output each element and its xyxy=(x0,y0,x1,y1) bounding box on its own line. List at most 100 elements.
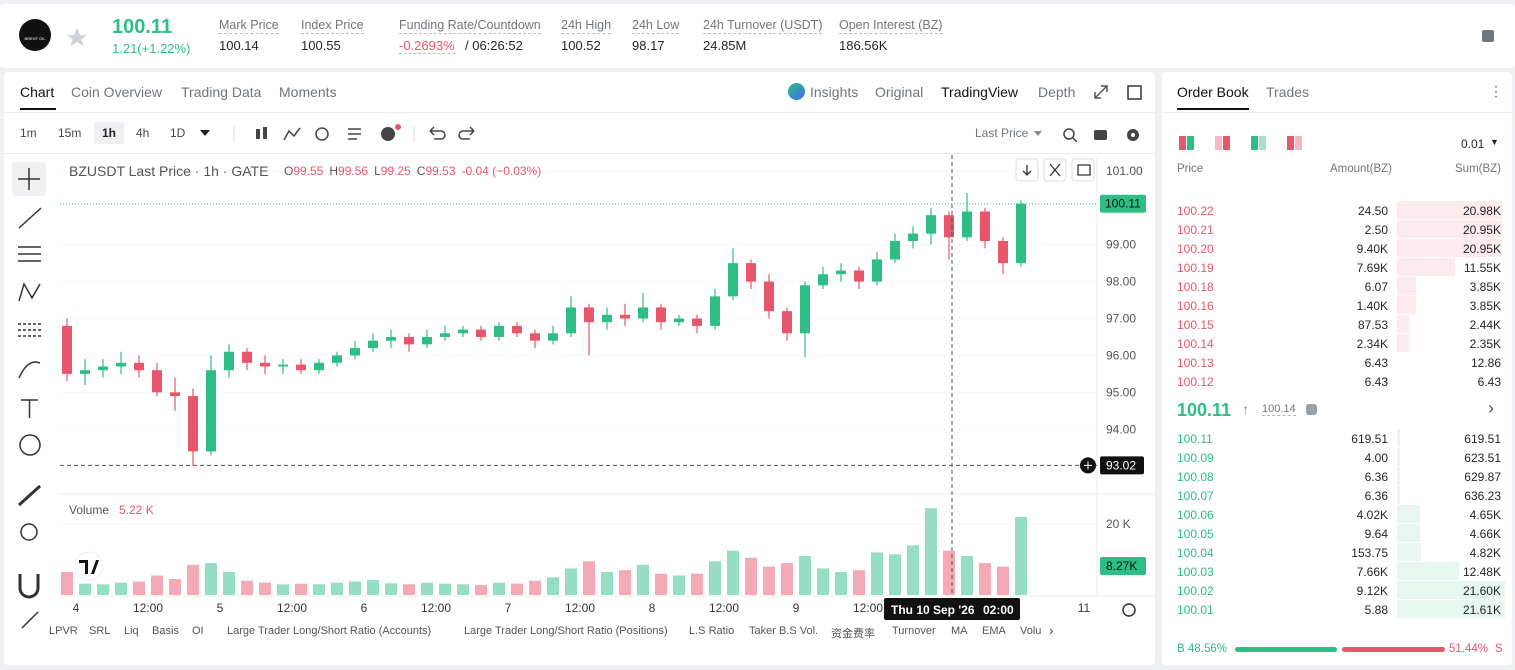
tab[interactable]: Coin Overview xyxy=(71,84,163,100)
ob-sum: 6.43 xyxy=(1477,375,1501,389)
volume-bar xyxy=(601,571,613,595)
ohlc-value: 99.55 xyxy=(293,164,323,178)
x-tick-label: 6 xyxy=(361,601,368,615)
ob-tab[interactable]: Trades xyxy=(1266,84,1310,100)
divider xyxy=(4,153,1155,154)
ob-price: 100.20 xyxy=(1177,242,1214,256)
ob-tab[interactable]: Order Book xyxy=(1177,84,1249,100)
candle-body xyxy=(926,215,936,234)
ob-tab-underline xyxy=(1177,108,1249,110)
ob-amount: 619.51 xyxy=(1351,432,1388,446)
interval[interactable]: 15m xyxy=(58,126,82,140)
ob-view-icon[interactable] xyxy=(1215,136,1222,150)
ob-more[interactable]: › xyxy=(1488,398,1494,418)
drawing-tools[interactable] xyxy=(10,158,52,638)
indicator[interactable]: 资金费率 xyxy=(831,628,875,640)
x-tick-label: 9 xyxy=(793,601,800,615)
volume-bar xyxy=(385,583,397,595)
ob-view-icon[interactable] xyxy=(1179,136,1186,150)
ob-view-icon[interactable] xyxy=(1251,136,1258,150)
indicator[interactable]: Taker B.S Vol. xyxy=(749,625,819,637)
chart-tools[interactable] xyxy=(230,122,490,146)
ob-amount: 6.36 xyxy=(1364,489,1388,503)
indicator[interactable]: Liq xyxy=(124,625,139,637)
view-tab[interactable]: Depth xyxy=(1038,84,1076,100)
candle-body xyxy=(422,336,432,345)
candle-body xyxy=(368,340,378,349)
favorite-star[interactable] xyxy=(66,27,88,47)
ob-sum: 3.85K xyxy=(1469,299,1501,313)
indicator[interactable]: OI xyxy=(192,625,204,637)
price-type[interactable]: Last Price xyxy=(975,126,1029,140)
x-tick-label: 12:00 xyxy=(565,601,595,615)
ob-view-icon[interactable] xyxy=(1287,136,1294,150)
interval[interactable]: 1h xyxy=(94,122,125,144)
indicator[interactable]: LPVR xyxy=(49,625,78,637)
volume-bar xyxy=(349,581,361,595)
view-tab[interactable]: Original xyxy=(875,84,924,100)
ob-view-icon[interactable] xyxy=(1187,136,1194,150)
volume-bar xyxy=(961,556,973,595)
indicator[interactable]: Volu xyxy=(1020,625,1042,637)
depth-bar xyxy=(1397,334,1409,352)
ob-precision[interactable]: 0.01 xyxy=(1461,137,1485,151)
candle-body xyxy=(836,270,846,275)
ob-amount: 9.64 xyxy=(1364,527,1388,541)
volume-bar xyxy=(673,575,685,595)
indicator[interactable]: EMA xyxy=(982,625,1006,637)
candle-body xyxy=(386,336,396,341)
indicator[interactable]: Large Trader Long/Short Ratio (Accounts) xyxy=(227,625,432,637)
interval[interactable]: 1m xyxy=(20,126,37,140)
candle-body xyxy=(188,396,198,452)
interval[interactable]: 1D xyxy=(170,126,186,140)
volume-bar xyxy=(565,568,577,595)
notes-icon[interactable] xyxy=(1480,28,1496,44)
ob-view-icon[interactable] xyxy=(1223,136,1230,150)
candle-body xyxy=(656,307,666,323)
candle-body xyxy=(746,263,756,282)
tab[interactable]: Moments xyxy=(279,84,337,100)
ob-view-icon[interactable] xyxy=(1295,136,1302,150)
indicator[interactable]: Turnover xyxy=(892,625,936,637)
candle-body xyxy=(692,318,702,326)
ob-amount: 4.00 xyxy=(1364,451,1388,465)
candle-body xyxy=(512,325,522,334)
ob-price: 100.16 xyxy=(1177,299,1214,313)
volume-tag xyxy=(1100,557,1146,575)
chart-actions[interactable] xyxy=(1034,128,1144,142)
divider xyxy=(4,112,1155,113)
volume-bar xyxy=(493,582,505,595)
dropdown-arrow[interactable] xyxy=(198,127,214,139)
ob-price: 100.01 xyxy=(1177,603,1214,617)
volume-bar xyxy=(997,566,1009,595)
y-tick-label: 97.00 xyxy=(1106,312,1136,326)
volume-bar xyxy=(619,570,631,595)
buy-ratio: 48.56% xyxy=(1188,643,1228,655)
ohlc-key: L xyxy=(374,164,381,178)
y-tick-label: 94.00 xyxy=(1106,422,1136,436)
indicator[interactable]: L.S Ratio xyxy=(689,625,735,637)
ob-price: 100.12 xyxy=(1177,375,1214,389)
depth-bar xyxy=(1397,600,1506,618)
interval[interactable]: 4h xyxy=(136,126,150,140)
indicator[interactable]: Basis xyxy=(152,625,179,637)
ob-view-icon[interactable] xyxy=(1259,136,1266,150)
indicator[interactable]: SRL xyxy=(89,625,111,637)
ob-sum: 11.55K xyxy=(1463,261,1501,275)
indicator[interactable]: Large Trader Long/Short Ratio (Positions… xyxy=(464,625,668,637)
stat-extra: / 06:26:52 xyxy=(465,38,523,53)
depth-bar xyxy=(1397,277,1417,295)
tab[interactable]: Trading Data xyxy=(181,84,262,100)
tab[interactable]: Chart xyxy=(20,84,55,100)
candle-body xyxy=(404,336,414,345)
last-price-tag-label: 100.11 xyxy=(1105,197,1141,211)
view-tab[interactable]: TradingView xyxy=(941,84,1019,100)
window-icons[interactable] xyxy=(1093,84,1145,102)
x-tick-label: 4 xyxy=(73,601,80,615)
stat-value: 98.17 xyxy=(632,38,665,53)
sell-ratio: 51.44% xyxy=(1449,643,1489,655)
y-tick-label: 98.00 xyxy=(1106,275,1136,289)
view-tab[interactable]: Insights xyxy=(810,84,859,100)
settings-icon xyxy=(1122,603,1136,617)
indicator[interactable]: MA xyxy=(951,625,968,637)
